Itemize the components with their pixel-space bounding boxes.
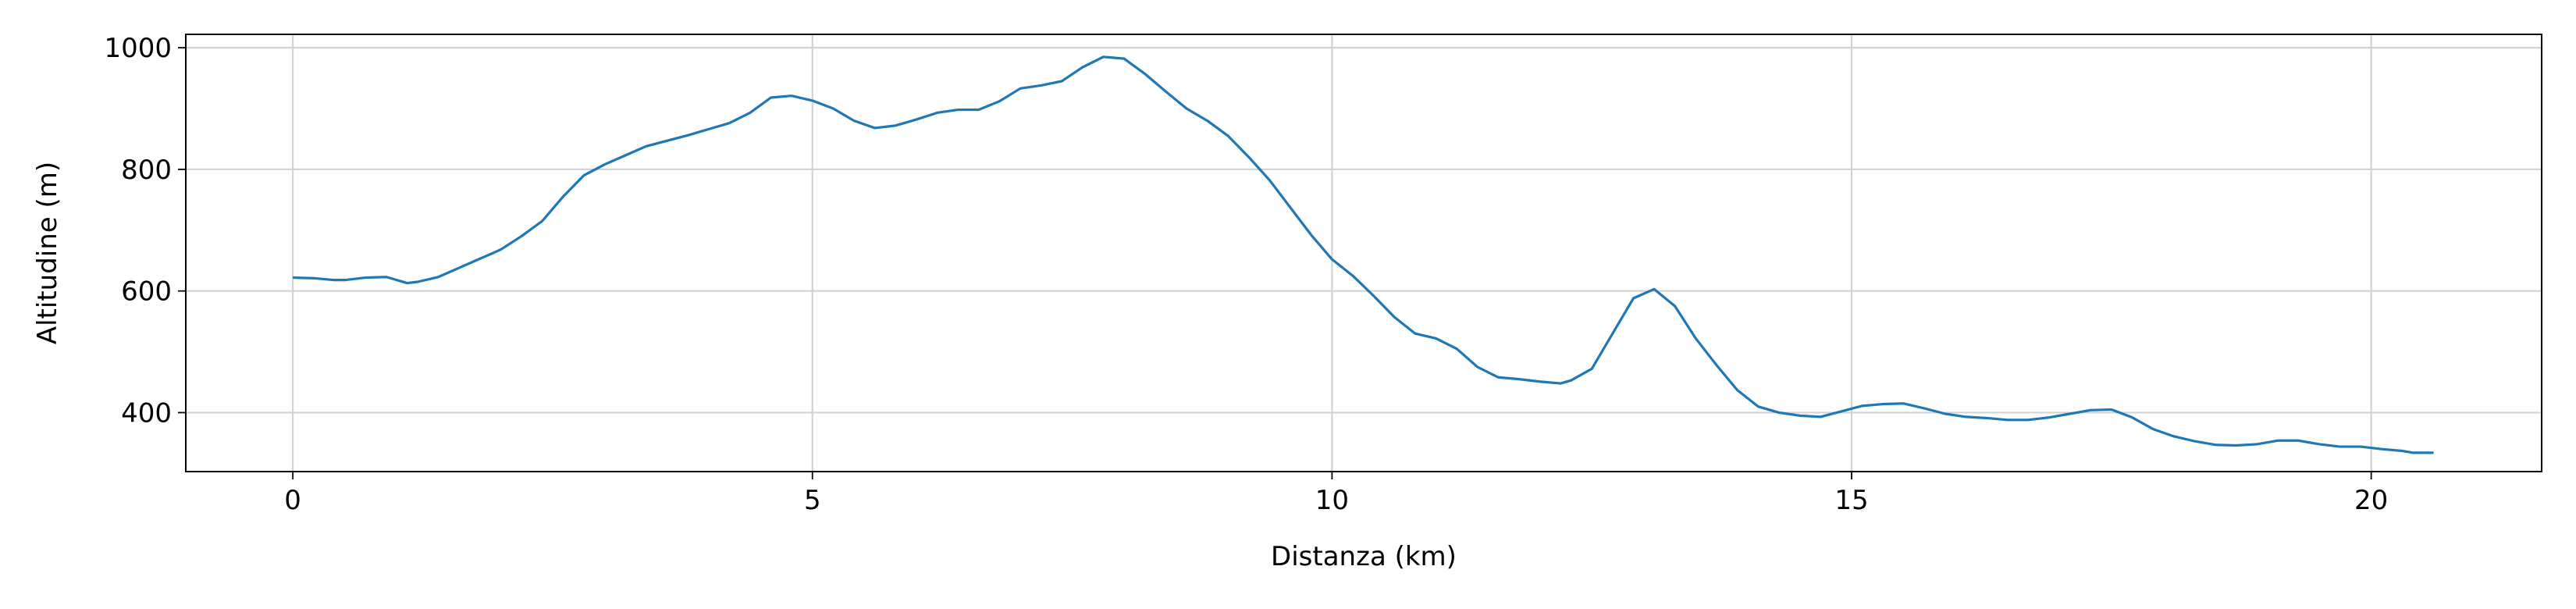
x-tick-label: 10 — [1315, 485, 1349, 516]
x-axis-label: Distanza (km) — [1271, 541, 1457, 572]
x-tick-label: 20 — [2354, 485, 2388, 516]
y-tick-label: 800 — [121, 155, 172, 186]
x-tick-label: 5 — [804, 485, 821, 516]
y-tick-label: 400 — [121, 397, 172, 429]
y-axis-label: Altitudine (m) — [32, 162, 63, 344]
line-series — [293, 55, 2434, 454]
x-tick-label: 0 — [284, 485, 301, 516]
x-tick-label: 15 — [1834, 485, 1868, 516]
plot-frame — [185, 34, 2542, 472]
y-tick-label: 600 — [121, 276, 172, 308]
y-tick-label: 1000 — [104, 33, 172, 64]
